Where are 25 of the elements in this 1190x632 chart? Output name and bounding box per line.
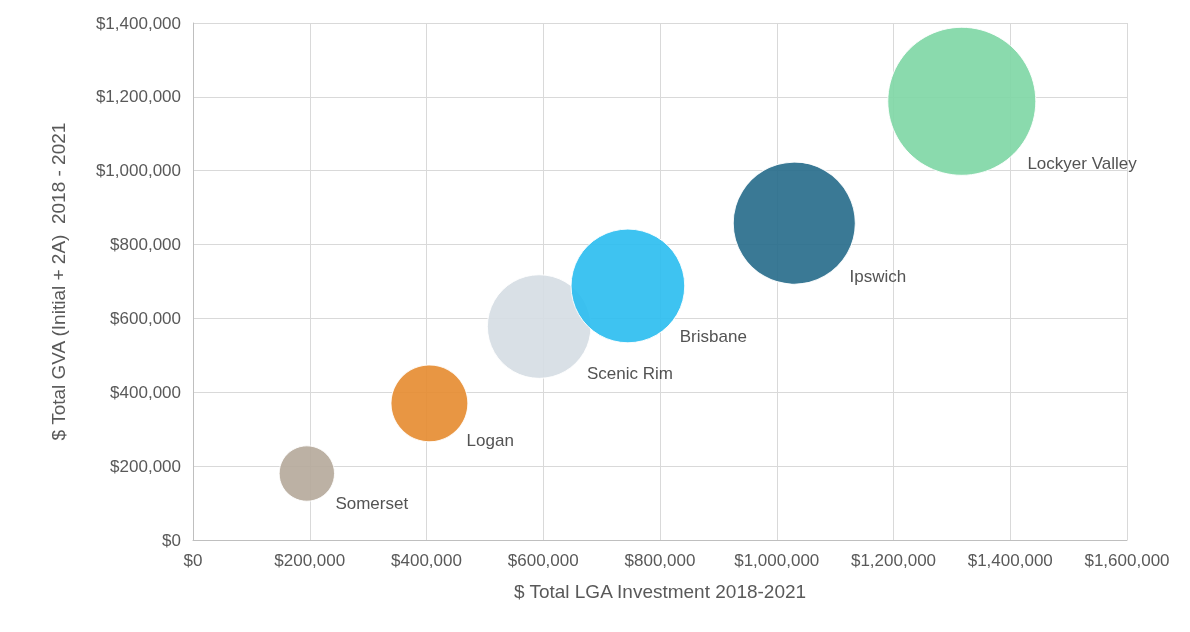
x-tick-label: $1,200,000: [850, 551, 937, 570]
y-axis-title: $ Total GVA (Initial + 2A) 2018 - 2021: [48, 122, 69, 441]
x-tick-label: $1,400,000: [967, 551, 1053, 570]
y-tick-label: $600,000: [110, 308, 181, 328]
x-tick-label: $1,000,000: [734, 551, 820, 570]
series-label: Brisbane: [679, 326, 747, 346]
x-tick-label: $1,600,000: [1084, 551, 1170, 570]
series-label: Ipswich: [849, 266, 907, 286]
series-label: Logan: [466, 431, 514, 451]
y-tick-label: $1,200,000: [95, 87, 181, 107]
x-tick-label: $200,000: [274, 551, 346, 570]
x-tick-label: $600,000: [507, 551, 579, 570]
series-label: Scenic Rim: [587, 363, 673, 383]
series-label: Lockyer Valley: [1027, 153, 1138, 173]
x-tick-label: $800,000: [624, 551, 696, 570]
y-tick-label: $1,400,000: [95, 13, 181, 33]
y-tick-label: $1,000,000: [95, 161, 181, 181]
x-axis-title: $ Total LGA Investment 2018-2021: [513, 581, 807, 602]
x-tick-label: $0: [183, 551, 203, 570]
y-tick-label: $800,000: [110, 235, 181, 255]
y-tick-label: $0: [162, 530, 181, 550]
y-tick-label: $200,000: [110, 456, 181, 476]
x-tick-label: $400,000: [391, 551, 462, 570]
y-tick-label: $400,000: [110, 382, 181, 402]
series-label: Somerset: [335, 493, 409, 513]
